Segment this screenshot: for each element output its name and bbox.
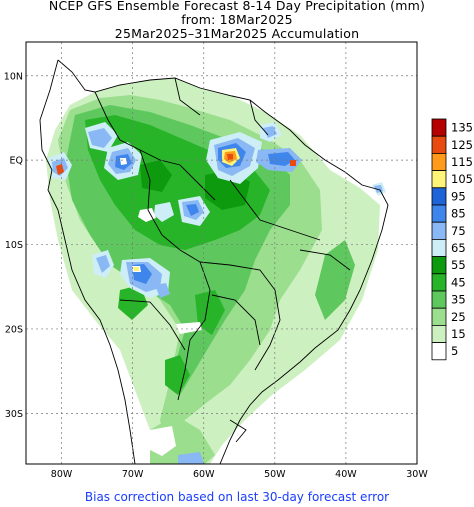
legend-swatch [431,187,447,206]
legend-swatch [431,221,447,240]
legend-label: 15 [451,327,466,341]
legend-swatch [431,256,447,275]
legend-label: 95 [451,189,466,203]
legend-swatch [431,152,447,171]
latitude-tick-label: 10N [4,71,23,82]
country-borders [39,59,389,464]
precipitation-field [39,59,389,464]
latitude-tick-label: 10S [5,240,23,251]
legend-label: 125 [451,138,473,152]
legend-swatch [431,324,447,343]
legend-label: 135 [451,121,473,135]
legend-swatch [431,342,447,361]
legend-label: 115 [451,155,473,169]
latitude-tick-label: 30S [5,409,23,420]
legend-label: 55 [451,258,466,272]
legend-swatch [431,135,447,154]
longitude-tick-label: 30W [406,469,428,480]
legend-swatch [431,273,447,292]
legend-label: 5 [451,344,458,358]
legend-swatch [431,238,447,257]
latitude-tick-label: EQ [10,156,23,167]
legend-swatch [431,170,447,189]
legend-label: 25 [451,310,466,324]
legend-label: 75 [451,224,466,238]
color-legend: 135 125 115 105 95 85 75 65 55 45 35 25 15 5 [431,118,473,361]
legend-label: 105 [451,172,473,186]
latitude-tick-label: 20S [5,324,23,335]
legend-swatch [431,118,447,137]
legend-swatch [431,307,447,326]
legend-label: 35 [451,293,466,307]
legend-label: 65 [451,241,466,255]
map-frame [25,41,418,465]
legend-label: 45 [451,275,466,289]
longitude-tick-label: 70W [122,469,144,480]
longitude-tick-label: 40W [335,469,357,480]
legend-swatch [431,204,447,223]
legend-swatch [431,290,447,309]
map-issue-date: from: 18Mar2025 [181,12,293,27]
bias-correction-note: Bias correction based on last 30-day for… [84,490,390,504]
legend-label: 85 [451,207,466,221]
longitude-tick-label: 50W [264,469,286,480]
longitude-tick-label: 80W [51,469,73,480]
map-title: NCEP GFS Ensemble Forecast 8-14 Day Prec… [48,0,426,13]
longitude-tick-label: 60W [193,469,215,480]
map-accumulation-period: 25Mar2025–31Mar2025 Accumulation [114,26,360,41]
